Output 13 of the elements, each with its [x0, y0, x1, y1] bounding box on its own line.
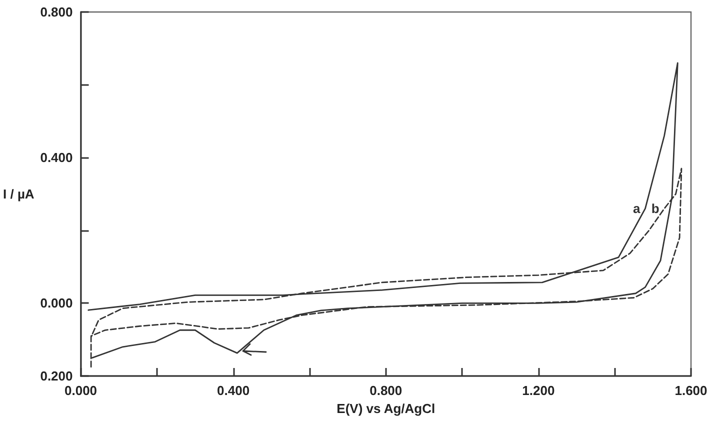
- x-tick-label: 0.400: [217, 383, 250, 398]
- series-label: a: [632, 201, 641, 216]
- x-tick-label: 0.800: [370, 383, 402, 398]
- y-tick-label: 0.800: [40, 4, 73, 20]
- y-tick-label: 0.400: [40, 150, 73, 166]
- x-tick-label: 0.000: [64, 383, 98, 398]
- series-label: b: [651, 201, 660, 216]
- x-tick-label: 1.600: [674, 383, 708, 398]
- y-tick-label: 0.000: [40, 296, 73, 311]
- x-tick-label: 1.200: [522, 383, 555, 398]
- y-tick-label: 0.200: [40, 368, 73, 384]
- y-axis-title: I / µA: [3, 186, 35, 202]
- x-axis-title: E(V) vs Ag/AgCl: [336, 400, 436, 416]
